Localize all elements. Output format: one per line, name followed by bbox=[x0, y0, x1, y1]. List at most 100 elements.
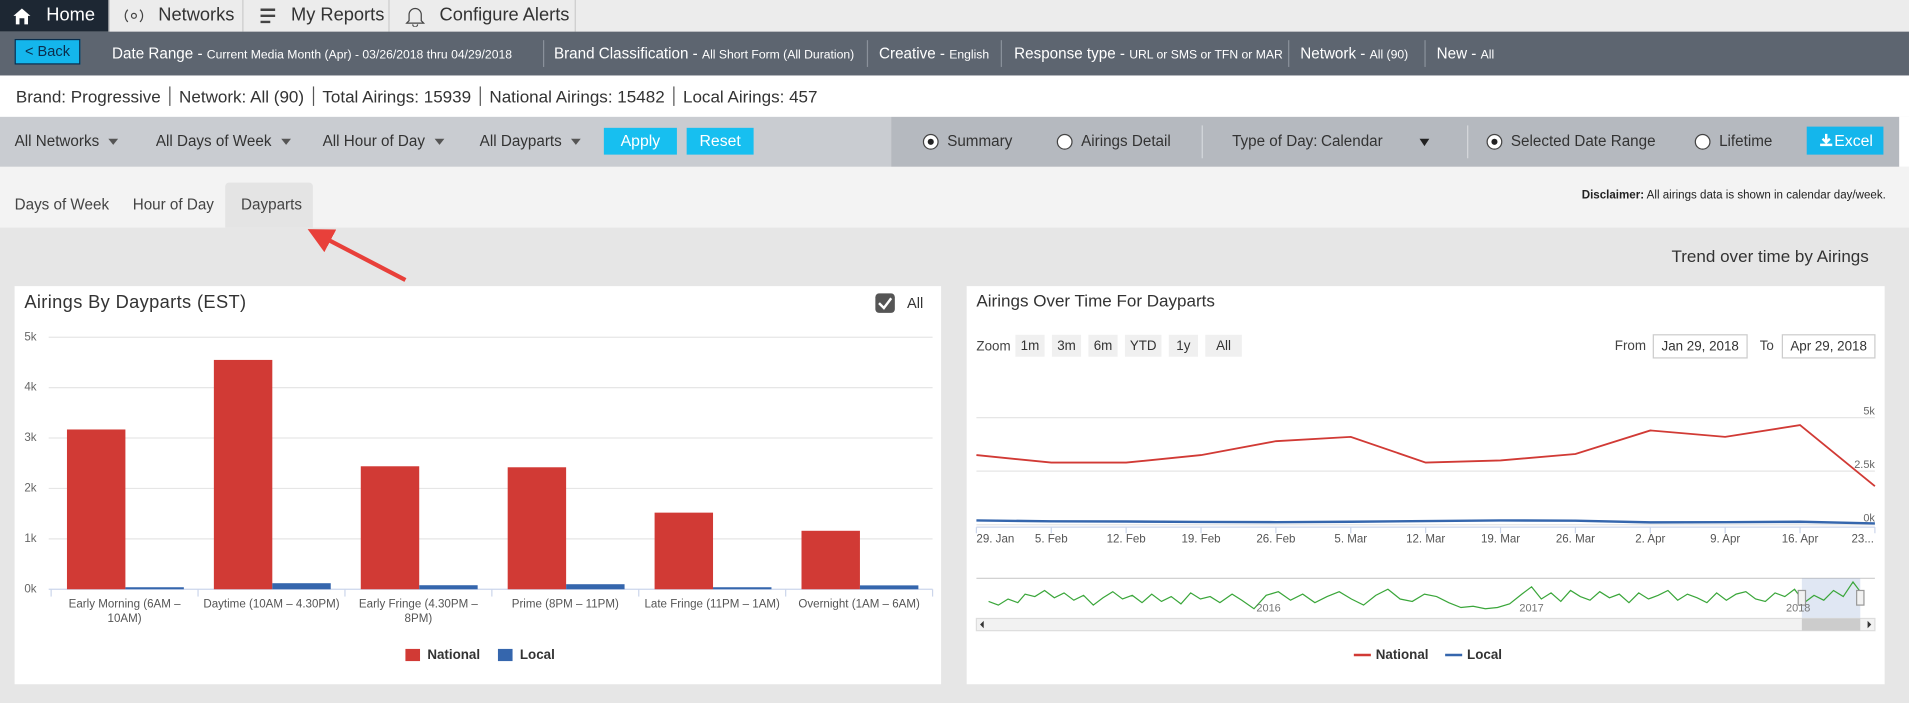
separator bbox=[1424, 40, 1426, 67]
zoom-button[interactable] bbox=[1124, 334, 1162, 357]
legend-swatch bbox=[405, 648, 421, 662]
dropdown[interactable]: All Hour of Day bbox=[323, 117, 445, 167]
x-tick-label: Late Fringe (11PM – 1AM) bbox=[644, 597, 780, 612]
zoom-button[interactable] bbox=[1015, 334, 1045, 357]
filter-value: English bbox=[949, 48, 990, 63]
zoom-button[interactable] bbox=[1168, 334, 1198, 357]
x-tick-label: 19. Feb bbox=[1181, 533, 1220, 545]
navigator-handle[interactable] bbox=[1856, 589, 1865, 606]
reports-icon bbox=[260, 8, 276, 24]
dropdown-label: All Networks bbox=[14, 132, 100, 150]
dropdown[interactable]: All Dayparts bbox=[480, 117, 582, 167]
zoom-button-label: 1y bbox=[1176, 338, 1190, 353]
x-tick-label: 16. Apr bbox=[1782, 533, 1819, 545]
radio-label: Summary bbox=[947, 132, 1013, 150]
type-of-day-select[interactable]: Calendar bbox=[1320, 132, 1383, 150]
check bbox=[878, 297, 893, 310]
to-label: To bbox=[1760, 338, 1774, 353]
radio[interactable] bbox=[1486, 133, 1503, 150]
scrollbar[interactable] bbox=[975, 617, 1876, 632]
radio[interactable] bbox=[922, 133, 939, 150]
caret bbox=[281, 139, 291, 146]
sub-tab[interactable]: Hour of Day bbox=[132, 196, 214, 214]
radio[interactable] bbox=[1056, 133, 1073, 150]
scrollbar-thumb[interactable] bbox=[1801, 618, 1861, 631]
series-line bbox=[976, 424, 1876, 487]
x-tick-label: 19. Mar bbox=[1481, 533, 1520, 545]
navigator-label: 2018 bbox=[1786, 603, 1810, 615]
dropdown[interactable]: All Days of Week bbox=[156, 117, 291, 167]
caret bbox=[1419, 138, 1430, 147]
separator bbox=[542, 40, 545, 67]
apply-button[interactable]: Apply bbox=[603, 127, 677, 155]
summary-line: Brand: Progressive Network: All (90) Total… bbox=[16, 75, 826, 116]
sub-tabs bbox=[0, 166, 1909, 228]
back-button[interactable]: < Back bbox=[14, 38, 81, 65]
legend-label: National bbox=[1376, 647, 1429, 662]
filter-item: Brand Classification - All Short Form (A… bbox=[554, 32, 854, 76]
chart-title: Airings Over Time For Dayparts bbox=[976, 291, 1215, 310]
caret bbox=[108, 139, 119, 146]
x-tick-label: 12. Feb bbox=[1107, 533, 1146, 545]
x-tick-label: 9. Apr bbox=[1710, 533, 1740, 545]
bar bbox=[360, 466, 420, 590]
zoom-button-label: 1m bbox=[1021, 338, 1040, 353]
dropdown-label: All Hour of Day bbox=[322, 132, 425, 150]
zoom-button[interactable] bbox=[1205, 334, 1242, 357]
x-tick-label: 26. Mar bbox=[1556, 533, 1595, 545]
excel-button[interactable]: Excel bbox=[1806, 126, 1884, 155]
from-label: From bbox=[1615, 338, 1646, 353]
x-tick-label: Prime (8PM – 11PM) bbox=[511, 597, 619, 612]
to-value: Apr 29, 2018 bbox=[1790, 339, 1867, 354]
dropdown[interactable]: All Networks bbox=[15, 117, 119, 167]
filter-value: All bbox=[1480, 48, 1495, 63]
radio[interactable] bbox=[1694, 133, 1711, 150]
y-tick-label: 2.5k bbox=[1854, 459, 1875, 471]
zoom-label: Zoom bbox=[976, 339, 1010, 354]
reset-button[interactable]: Reset bbox=[686, 127, 754, 155]
bar bbox=[713, 587, 772, 590]
y-tick-label: 0k bbox=[24, 583, 36, 595]
navigator-series bbox=[988, 580, 1861, 610]
bar bbox=[125, 587, 184, 590]
filter-bar bbox=[0, 31, 1909, 76]
active-tab bbox=[225, 182, 313, 228]
checkbox[interactable] bbox=[875, 293, 895, 313]
dropdown-label: All Days of Week bbox=[155, 132, 272, 150]
sub-tab[interactable]: Dayparts bbox=[241, 196, 302, 214]
chart-title: Airings By Dayparts (EST) bbox=[24, 291, 246, 312]
navigator-label: 2016 bbox=[1256, 603, 1280, 615]
from-input[interactable] bbox=[1652, 334, 1748, 359]
to-input[interactable] bbox=[1781, 334, 1876, 359]
y-tick-label: 2k bbox=[24, 482, 36, 494]
y-tick-label: 0k bbox=[1863, 513, 1875, 525]
filter-label: Brand Classification - bbox=[553, 45, 698, 63]
x-tick-label: 26. Feb bbox=[1256, 533, 1295, 545]
nav-tab[interactable]: Configure Alerts bbox=[390, 0, 576, 32]
radio-label: Lifetime bbox=[1719, 132, 1773, 150]
bar bbox=[272, 583, 331, 590]
y-tick-label: 5k bbox=[24, 331, 36, 343]
legend-label: Local bbox=[520, 647, 555, 662]
separator bbox=[1288, 40, 1290, 67]
navigator-handle[interactable] bbox=[1797, 589, 1807, 606]
zoom-button[interactable] bbox=[1088, 334, 1118, 357]
summary-item: Network: All (90) bbox=[169, 86, 312, 106]
trend-title: Trend over time by Airings bbox=[1671, 245, 1869, 266]
annotation-arrow bbox=[307, 229, 407, 282]
bar bbox=[213, 359, 273, 590]
filter-value: Current Media Month (Apr) - 03/26/2018 t… bbox=[206, 48, 513, 63]
filter-item: Date Range - Current Media Month (Apr) -… bbox=[112, 32, 512, 76]
nav-tab[interactable]: Networks bbox=[110, 0, 244, 32]
nav-tab[interactable]: My Reports bbox=[243, 0, 390, 32]
caret bbox=[434, 139, 445, 146]
radio-label: Airings Detail bbox=[1081, 132, 1171, 150]
summary-item: Brand: Progressive bbox=[15, 86, 161, 106]
zoom-button[interactable] bbox=[1051, 334, 1082, 357]
disclaimer-label: Disclaimer: bbox=[1581, 188, 1645, 203]
sub-tab[interactable]: Days of Week bbox=[14, 196, 110, 214]
filter-label: New - bbox=[1436, 45, 1477, 63]
x-tick-label: 12. Mar bbox=[1406, 533, 1445, 545]
bar bbox=[801, 530, 860, 590]
